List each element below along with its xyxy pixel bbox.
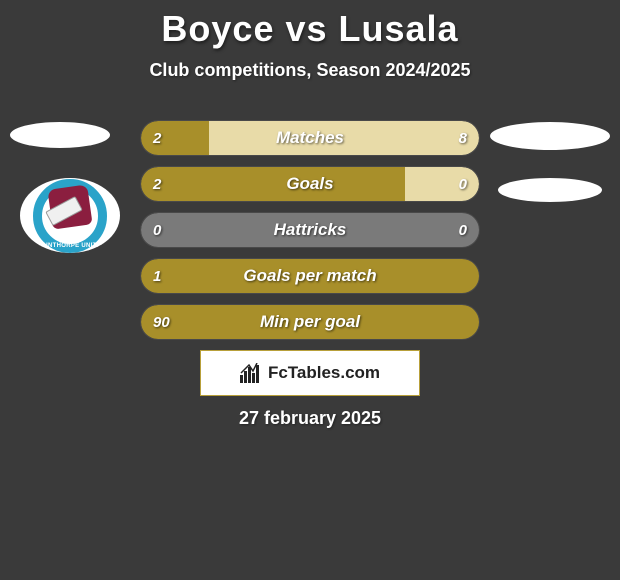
brand-footer[interactable]: FcTables.com (200, 350, 420, 396)
club-badge-inner: SCUNTHORPE UNITED (33, 179, 107, 253)
stat-bar-label: Hattricks (141, 213, 479, 247)
footer-date: 27 february 2025 (0, 408, 620, 429)
stat-bar-label: Goals per match (141, 259, 479, 293)
comparison-bars: Matches28Goals20Hattricks00Goals per mat… (140, 120, 480, 350)
stat-bar-row: Goals per match1 (140, 258, 480, 294)
stat-bar-right-value: 8 (459, 121, 467, 155)
page-title: Boyce vs Lusala (0, 0, 620, 50)
player-left-ellipse (10, 122, 110, 148)
stat-bar-label: Matches (141, 121, 479, 155)
stat-bar-left-value: 90 (153, 305, 170, 339)
stat-bar-left-value: 2 (153, 121, 161, 155)
player-right-ellipse-1 (490, 122, 610, 150)
player-right-ellipse-2 (498, 178, 602, 202)
stat-bar-right-value: 0 (459, 213, 467, 247)
stat-bar-label: Min per goal (141, 305, 479, 339)
stat-bar-left-value: 1 (153, 259, 161, 293)
stat-bar-left-value: 2 (153, 167, 161, 201)
stat-bar-left-value: 0 (153, 213, 161, 247)
brand-label: FcTables.com (268, 363, 380, 383)
stat-bar-right-value: 0 (459, 167, 467, 201)
club-badge-label: SCUNTHORPE UNITED (33, 243, 107, 249)
stat-bar-row: Hattricks0 0 (140, 212, 480, 248)
club-badge-scunthorpe: SCUNTHORPE UNITED (20, 178, 120, 253)
stat-bar-row: Goals2 0 (140, 166, 480, 202)
stat-bar-label: Goals (141, 167, 479, 201)
stat-bar-row: Min per goal90 (140, 304, 480, 340)
chart-bars-icon (240, 363, 262, 383)
page-subtitle: Club competitions, Season 2024/2025 (0, 60, 620, 81)
stat-bar-row: Matches2 8 (140, 120, 480, 156)
